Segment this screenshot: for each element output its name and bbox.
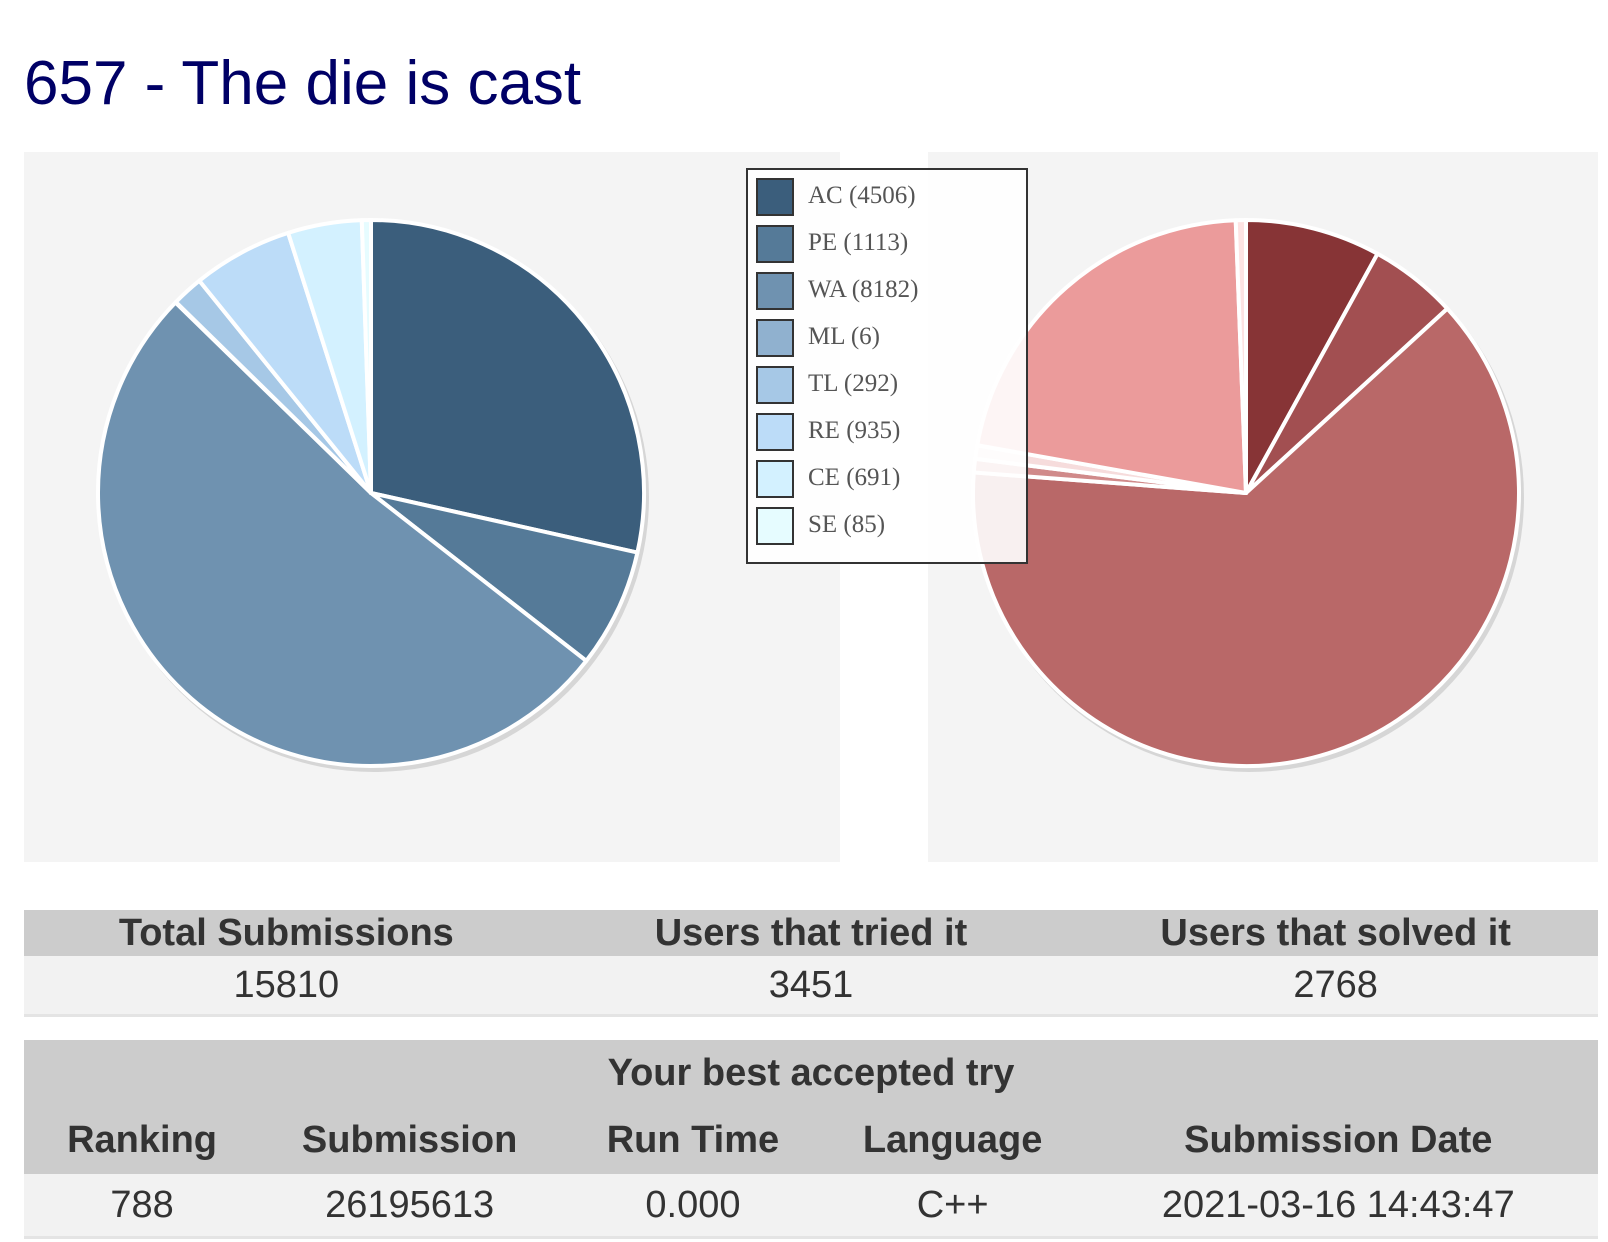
best-try-header-row: Ranking Submission Run Time Language Sub… <box>24 1106 1598 1174</box>
submissions-slice-wa[interactable] <box>96 300 589 768</box>
stats-table: Total Submissions Users that tried it Us… <box>24 910 1598 1017</box>
best-try-value-row: 788 26195613 0.000 C++ 2021-03-16 14:43:… <box>24 1174 1598 1239</box>
legend-swatch <box>756 225 794 263</box>
legend-label: CE (691) <box>808 464 901 491</box>
legend-swatch <box>756 460 794 498</box>
language-value: C++ <box>826 1174 1079 1239</box>
stats-value-row: 15810 3451 2768 <box>24 956 1598 1017</box>
legend-swatch <box>756 413 794 451</box>
submissions-slice-se[interactable] <box>359 218 373 495</box>
best-try-caption: Your best accepted try <box>24 1040 1598 1106</box>
legend-swatch <box>756 366 794 404</box>
best-try-table: Your best accepted try Ranking Submissio… <box>24 1040 1598 1239</box>
legend-label: AC (4506) <box>808 182 916 209</box>
users-pie-chart <box>971 218 1524 772</box>
submissions-slice-pe[interactable] <box>369 491 640 663</box>
run-time-value: 0.000 <box>559 1174 827 1239</box>
legend-label: TL (292) <box>808 370 899 397</box>
legend-label: ML (6) <box>808 323 880 350</box>
total-submissions-header: Total Submissions <box>24 910 549 956</box>
page-title: 657 - The die is cast <box>24 49 582 118</box>
users-slice-slice-3[interactable] <box>971 306 1521 768</box>
submission-date-value: 2021-03-16 14:43:47 <box>1078 1174 1598 1239</box>
submissions-pie-chart <box>96 218 649 772</box>
run-time-header: Run Time <box>559 1106 827 1174</box>
submissions-slice-ac[interactable] <box>369 218 646 555</box>
legend-swatch <box>756 178 794 216</box>
submissions-legend: AC (4506) PE (1113) WA (8182) ML (6) TL (292… <box>746 168 1028 564</box>
users-solved-header: Users that solved it <box>1073 910 1598 956</box>
best-try-caption-row: Your best accepted try <box>24 1040 1598 1106</box>
users-tried-header: Users that tried it <box>548 910 1074 956</box>
legend-label: SE (85) <box>808 511 886 538</box>
users-pie-panel <box>928 152 1598 862</box>
stats-header-row: Total Submissions Users that tried it Us… <box>24 910 1598 956</box>
submission-link[interactable]: 26195613 <box>260 1174 560 1239</box>
users-solved-value: 2768 <box>1073 956 1598 1017</box>
submission-date-header: Submission Date <box>1078 1106 1598 1174</box>
legend-swatch <box>756 272 794 310</box>
language-header: Language <box>826 1106 1079 1174</box>
legend-swatch <box>756 319 794 357</box>
ranking-value: 788 <box>24 1174 261 1239</box>
users-slice-slice-1[interactable] <box>1244 218 1380 495</box>
submissions-pie-panel <box>24 152 840 862</box>
users-tried-value: 3451 <box>548 956 1074 1017</box>
users-slice-slice-7[interactable] <box>1233 218 1248 495</box>
legend-label: WA (8182) <box>808 276 919 303</box>
submission-header: Submission <box>260 1106 560 1174</box>
legend-swatch <box>756 507 794 545</box>
legend-label: PE (1113) <box>808 229 909 256</box>
legend-label: RE (935) <box>808 417 901 444</box>
total-submissions-value: 15810 <box>24 956 549 1017</box>
ranking-header: Ranking <box>24 1106 261 1174</box>
